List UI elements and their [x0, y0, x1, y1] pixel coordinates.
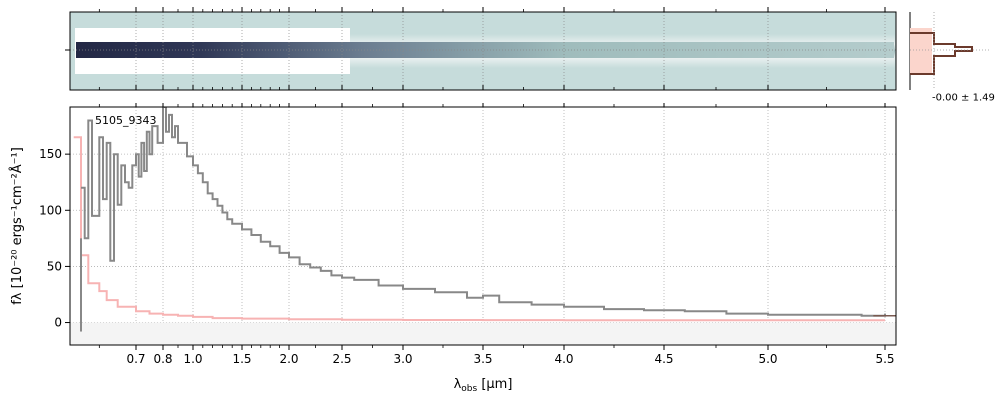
x-tick-label: 3.0	[393, 352, 412, 366]
error-series-line	[73, 136, 885, 322]
x-axis-label-sub: obs	[461, 384, 477, 394]
spectrum-2d-ticks	[65, 7, 896, 90]
x-axis-label-unit: [μm]	[477, 377, 512, 392]
spectrum-1d-frame-bg	[70, 107, 896, 345]
flux-series-line	[81, 107, 886, 317]
profile-fill	[910, 28, 932, 74]
y-tick-label: 0	[54, 316, 62, 330]
y-tick-label: 50	[47, 259, 62, 273]
x-tick-label: 2.5	[332, 352, 351, 366]
x-tick-label: 5.5	[875, 352, 894, 366]
y-axis-ticks: 0 50 100 150	[39, 147, 70, 330]
x-tick-label: 5.0	[758, 352, 777, 366]
y-tick-label: 150	[39, 147, 62, 161]
grid-lines	[70, 107, 896, 345]
x-tick-label: 2.0	[279, 352, 298, 366]
x-axis-ticks: 0.7 0.8 1.0 1.5 2.0 2.5 3.0 3.5 4.0 4.5 5.0 5.5	[98, 103, 895, 366]
spectrum-id-label: 5105_9343	[95, 114, 157, 127]
x-axis-label: λobs [μm]	[454, 377, 513, 394]
profile-panel: -0.00 ± 1.49	[909, 12, 995, 103]
x-tick-label: 1.0	[183, 352, 202, 366]
y-tick-label: 100	[39, 203, 62, 217]
x-tick-label: 0.8	[153, 352, 172, 366]
x-axis-label-main: λ	[454, 377, 462, 392]
x-tick-label: 3.5	[473, 352, 492, 366]
x-tick-label: 4.5	[654, 352, 673, 366]
profile-annotation: -0.00 ± 1.49	[932, 92, 995, 103]
spectrum-2d-panel	[65, 7, 897, 91]
x-tick-label: 1.5	[232, 352, 251, 366]
zero-band	[70, 322, 896, 345]
x-tick-label: 0.7	[126, 352, 145, 366]
spectrum-1d-panel: 0.7 0.8 1.0 1.5 2.0 2.5 3.0 3.5 4.0 4.5 5.0 5.5 0 50…	[9, 103, 897, 394]
x-tick-label: 4.0	[554, 352, 573, 366]
y-axis-label: fλ [10⁻²⁰ ergs⁻¹cm⁻²Å⁻¹]	[9, 147, 25, 305]
